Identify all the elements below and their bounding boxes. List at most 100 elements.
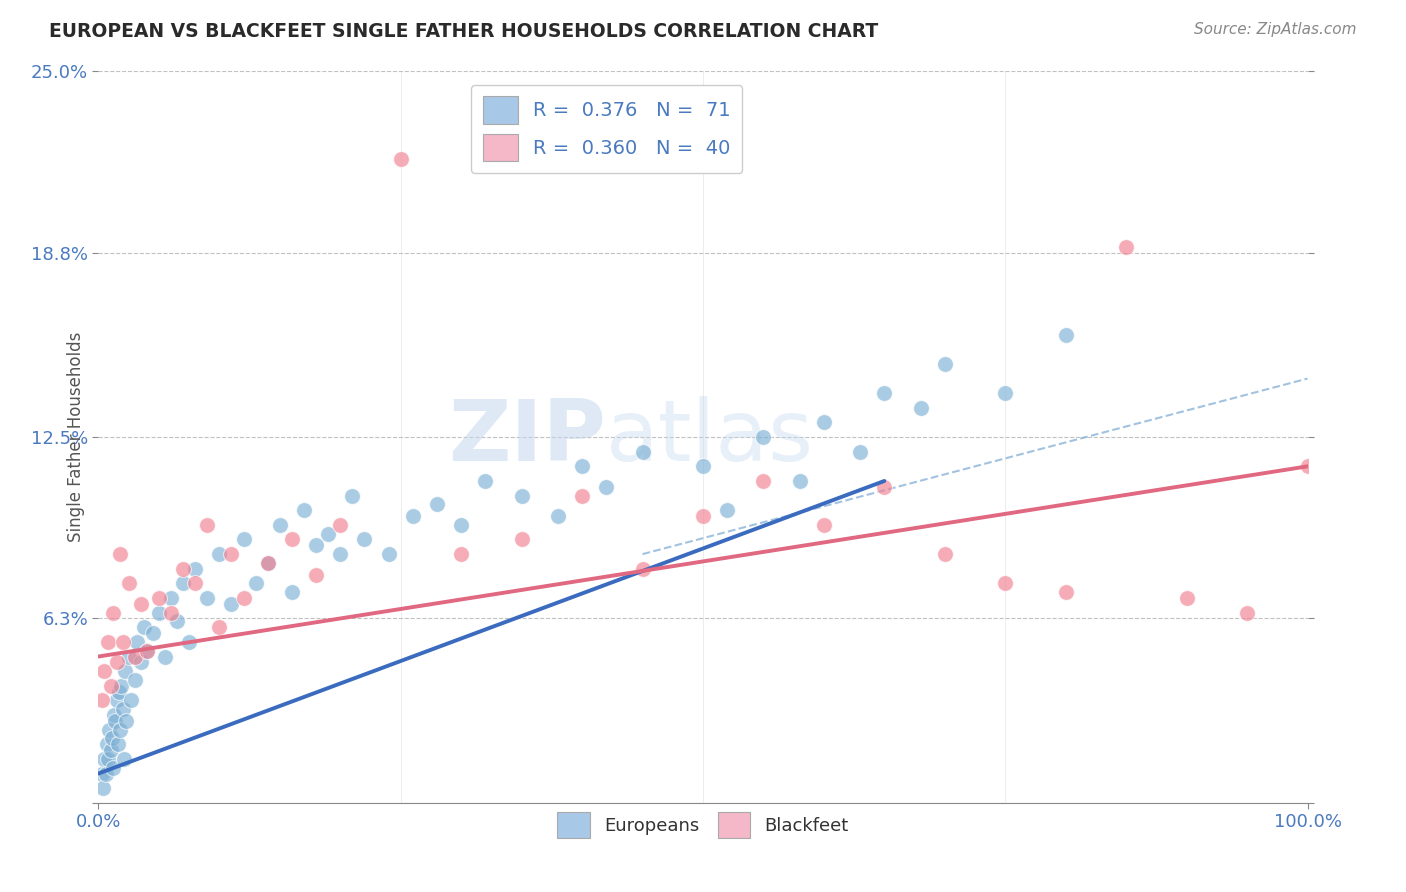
Point [281,533,304,547]
Point [172,576,194,591]
Point [148,591,170,605]
Point [402,509,425,524]
Point [93,752,115,766]
Point [510,489,533,503]
Point [221,547,243,561]
Point [118,576,141,591]
Point [129,656,152,670]
Point [100,731,122,746]
Text: EUROPEAN VS BLACKFEET SINGLE FATHER HOUSEHOLDS CORRELATION CHART: EUROPEAN VS BLACKFEET SINGLE FATHER HOUS… [49,22,879,41]
Point [305,538,328,552]
Point [112,752,135,766]
Point [1054,585,1077,599]
Point [91,766,114,780]
Point [389,152,412,166]
Point [716,503,738,517]
Point [789,474,811,488]
Point [115,714,138,728]
Point [179,635,201,649]
Point [305,567,328,582]
Point [108,723,131,737]
Point [195,517,218,532]
Text: ZIP: ZIP [449,395,606,479]
Point [105,693,128,707]
Point [160,606,183,620]
Point [97,635,120,649]
Point [547,509,569,524]
Point [316,526,339,541]
Point [120,693,142,707]
Point [329,517,352,532]
Point [813,517,835,532]
Point [329,547,352,561]
Point [692,509,714,524]
Point [910,401,932,415]
Legend: Europeans, Blackfeet: Europeans, Blackfeet [550,805,856,845]
Point [135,643,157,657]
Point [510,533,533,547]
Point [135,643,157,657]
Point [994,576,1017,591]
Point [256,556,278,570]
Point [426,497,449,511]
Point [873,480,896,494]
Point [114,664,136,678]
Point [105,656,128,670]
Point [245,576,267,591]
Point [1296,459,1319,474]
Point [97,752,120,766]
Point [101,761,124,775]
Point [450,547,472,561]
Point [377,547,399,561]
Point [474,474,496,488]
Point [148,606,170,620]
Point [232,533,254,547]
Point [692,459,714,474]
Point [631,444,654,458]
Point [98,723,121,737]
Point [994,386,1017,401]
Point [571,459,593,474]
Point [873,386,896,401]
Point [93,664,115,678]
Point [195,591,218,605]
Point [221,597,243,611]
Point [166,615,188,629]
Point [450,517,472,532]
Text: atlas: atlas [606,395,814,479]
Point [1236,606,1258,620]
Point [129,597,152,611]
Point [281,585,304,599]
Point [752,474,775,488]
Point [100,743,122,757]
Point [813,416,835,430]
Point [752,430,775,444]
Point [108,684,131,698]
Point [1054,327,1077,342]
Point [110,679,132,693]
Point [184,576,207,591]
Point [124,673,146,687]
Point [353,533,375,547]
Point [342,489,364,503]
Point [292,503,315,517]
Point [208,620,231,634]
Point [184,562,207,576]
Point [934,547,956,561]
Point [124,649,146,664]
Point [232,591,254,605]
Point [108,547,131,561]
Point [1175,591,1198,605]
Point [849,444,872,458]
Point [571,489,593,503]
Point [118,649,141,664]
Point [94,766,117,780]
Point [256,556,278,570]
Point [208,547,231,561]
Point [91,693,114,707]
Point [142,626,165,640]
Point [100,679,122,693]
Point [103,708,125,723]
Point [96,737,118,751]
Y-axis label: Single Father Households: Single Father Households [66,332,84,542]
